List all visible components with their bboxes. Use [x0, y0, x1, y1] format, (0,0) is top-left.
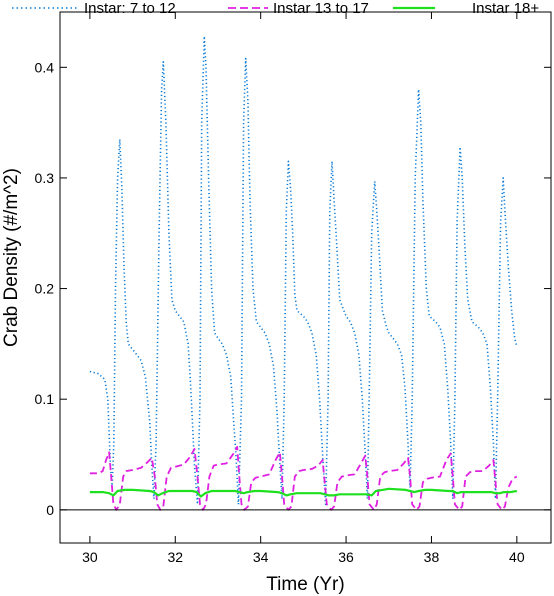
series-line: [89, 35, 518, 506]
legend-label: Instar 13 to 17: [273, 0, 369, 17]
series-line: [89, 445, 518, 511]
legend-label: Instar 18+: [472, 0, 539, 17]
x-tick-label: 36: [338, 549, 354, 565]
plot-frame: [59, 11, 552, 544]
series-1: [89, 35, 518, 506]
legend-item: Instar 18+: [393, 0, 539, 17]
series-2: [89, 445, 518, 511]
legend-label: Instar: 7 to 12: [84, 0, 176, 17]
y-tick-label: 0.3: [35, 170, 55, 186]
y-axis-title: Crab Density (#/m^2): [1, 168, 22, 347]
x-tick-label: 30: [82, 549, 98, 565]
legend-item: Instar 13 to 17: [228, 0, 369, 17]
legend-item: Instar: 7 to 12: [12, 0, 176, 17]
y-tick-label: 0: [46, 502, 54, 518]
x-tick-label: 40: [509, 549, 525, 565]
x-axis: 30 32 34 36 38 40: [82, 12, 525, 565]
series-3: [89, 487, 517, 498]
x-tick-label: 32: [167, 549, 183, 565]
series-line: [89, 487, 517, 498]
x-axis-title: Time (Yr): [266, 574, 344, 595]
legend: Instar: 7 to 12 Instar 13 to 17 Instar 18+: [12, 0, 539, 17]
y-tick-label: 0.4: [35, 59, 55, 75]
x-tick-label: 34: [253, 549, 269, 565]
y-axis: 0 0.1 0.2 0.3 0.4: [35, 59, 551, 518]
x-tick-label: 38: [424, 549, 440, 565]
series-layer: [89, 35, 518, 511]
y-tick-label: 0.2: [35, 281, 55, 297]
y-tick-label: 0.1: [35, 391, 55, 407]
